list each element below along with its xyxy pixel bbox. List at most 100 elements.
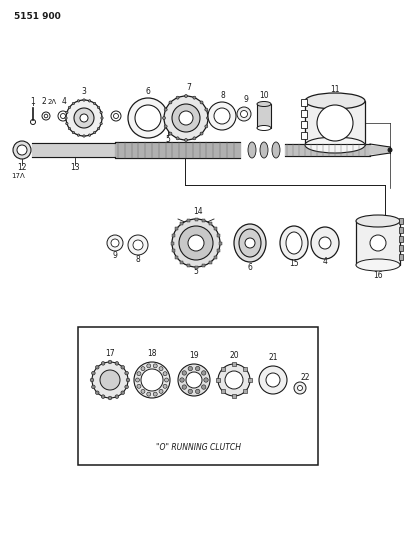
Circle shape: [147, 392, 151, 396]
Text: 9: 9: [113, 252, 118, 261]
Circle shape: [101, 395, 105, 399]
Bar: [202, 264, 205, 268]
Ellipse shape: [305, 93, 365, 109]
Bar: [248, 378, 252, 382]
Bar: [301, 99, 307, 106]
Circle shape: [184, 139, 188, 141]
Text: 5: 5: [193, 266, 198, 276]
Bar: [217, 249, 220, 252]
Polygon shape: [370, 146, 390, 154]
Circle shape: [245, 238, 255, 248]
Text: 16: 16: [373, 271, 383, 279]
Circle shape: [77, 100, 80, 102]
Text: 4: 4: [323, 257, 328, 266]
Ellipse shape: [311, 227, 339, 259]
Bar: [180, 261, 183, 264]
Circle shape: [266, 373, 280, 387]
Circle shape: [115, 361, 119, 365]
Bar: [208, 222, 212, 225]
Bar: [301, 132, 307, 139]
Bar: [187, 264, 190, 268]
Text: 7: 7: [186, 84, 191, 93]
Circle shape: [101, 117, 103, 119]
Circle shape: [164, 378, 169, 382]
Circle shape: [159, 367, 163, 370]
Text: 15: 15: [289, 259, 299, 268]
Circle shape: [202, 371, 206, 375]
Bar: [208, 261, 212, 264]
Circle shape: [193, 137, 196, 140]
Ellipse shape: [356, 259, 400, 271]
Ellipse shape: [305, 137, 365, 153]
Circle shape: [135, 378, 140, 382]
Bar: [257, 104, 271, 128]
Circle shape: [121, 366, 124, 369]
Bar: [195, 217, 197, 221]
Circle shape: [319, 237, 331, 249]
Text: 12: 12: [17, 164, 27, 173]
Circle shape: [74, 108, 94, 128]
Bar: [175, 228, 178, 230]
Bar: [172, 234, 175, 237]
Ellipse shape: [239, 229, 261, 257]
Circle shape: [66, 111, 68, 114]
Circle shape: [188, 235, 204, 251]
Ellipse shape: [257, 101, 271, 107]
Circle shape: [200, 132, 203, 135]
Circle shape: [208, 102, 236, 130]
Circle shape: [135, 105, 161, 131]
Circle shape: [108, 360, 112, 364]
Bar: [175, 256, 178, 259]
Circle shape: [98, 106, 100, 109]
Bar: [399, 245, 403, 251]
Bar: [217, 234, 220, 237]
Circle shape: [100, 111, 102, 114]
Circle shape: [206, 117, 209, 119]
Circle shape: [297, 385, 302, 391]
Circle shape: [164, 96, 208, 140]
Circle shape: [115, 395, 119, 399]
Circle shape: [388, 148, 392, 152]
Text: 22: 22: [300, 374, 310, 383]
Circle shape: [205, 108, 208, 111]
Circle shape: [100, 123, 102, 125]
Circle shape: [125, 372, 129, 375]
Text: 4: 4: [62, 98, 67, 107]
Circle shape: [164, 108, 167, 111]
Bar: [202, 219, 205, 222]
Circle shape: [66, 100, 102, 136]
Bar: [180, 222, 183, 225]
Circle shape: [188, 366, 193, 371]
Circle shape: [83, 99, 85, 101]
Circle shape: [169, 101, 172, 104]
Circle shape: [128, 235, 148, 255]
Bar: [172, 249, 175, 252]
Circle shape: [188, 389, 193, 393]
Circle shape: [214, 108, 230, 124]
Text: 5151 900: 5151 900: [14, 12, 61, 21]
Ellipse shape: [172, 219, 220, 267]
Circle shape: [240, 110, 248, 117]
Bar: [171, 241, 173, 245]
Circle shape: [107, 235, 123, 251]
Ellipse shape: [272, 142, 280, 158]
Bar: [187, 219, 190, 222]
Bar: [214, 256, 217, 259]
Circle shape: [65, 117, 67, 119]
Circle shape: [184, 94, 188, 98]
Circle shape: [95, 391, 99, 394]
Text: 18: 18: [147, 350, 157, 359]
Circle shape: [162, 117, 166, 119]
Circle shape: [93, 102, 96, 104]
Bar: [399, 218, 403, 224]
Bar: [214, 228, 217, 230]
Bar: [399, 254, 403, 260]
Circle shape: [125, 385, 129, 389]
Bar: [78, 327, 318, 465]
Circle shape: [90, 378, 94, 382]
Ellipse shape: [257, 125, 271, 131]
Bar: [356, 221, 400, 265]
Ellipse shape: [260, 142, 268, 158]
Circle shape: [169, 132, 172, 135]
Circle shape: [176, 137, 179, 140]
